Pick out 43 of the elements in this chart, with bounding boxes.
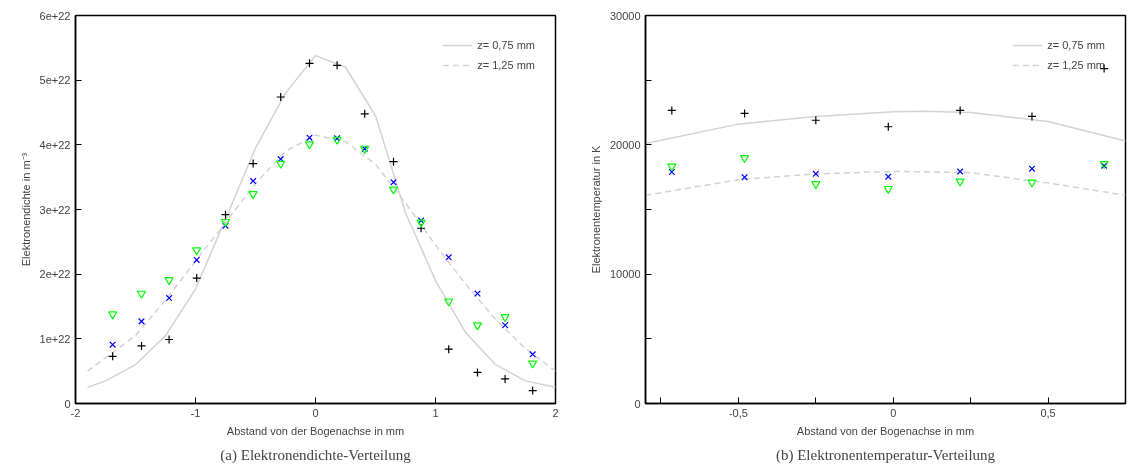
y-tick-label: 0 [64,397,71,410]
point [955,178,965,187]
x-tick-label: 0 [312,406,319,419]
y-tick-label: 10000 [609,268,641,281]
y-axis-title: Elektronendichte in m⁻³ [19,152,32,267]
y-tick-label: 3e+22 [39,203,71,216]
point [1027,111,1037,121]
x-axis-title: Abstand von der Bogenachse in mm [796,424,975,437]
legend-label: z= 1,25 mm [477,59,535,71]
y-tick-label: 1e+22 [39,332,71,345]
point [1028,165,1036,173]
y-axis-title: Elektronentemperatur in K [589,144,602,274]
line-series [645,110,1126,145]
x-tick-label: 1 [432,406,439,419]
point [741,173,749,181]
y-tick-label: 0 [634,397,641,410]
y-tick-label: 5e+22 [39,74,71,87]
y-tick-label: 6e+22 [39,9,71,22]
line-series [645,170,1126,197]
point [668,168,676,176]
legend-label: z= 1,25 mm [1047,59,1105,71]
point [1027,179,1037,188]
x-tick-label: 2 [552,406,559,419]
x-tick-label: -1 [190,406,201,419]
text: (a) Elektronendichte-Verteilung [220,446,412,464]
point [811,181,821,190]
point [667,163,677,172]
x-axis-title: Abstand von der Bogenachse in mm [226,424,405,437]
x-tick-label: -2 [70,406,81,419]
text: (b) Elektronentemperatur-Verteilung [775,446,996,464]
y-tick-label: 4e+22 [39,138,71,151]
point [740,154,750,164]
x-tick-label: -0,5 [728,406,748,419]
x-tick-label: 0 [890,406,897,419]
y-tick-label: 30000 [609,9,641,22]
y-tick-label: 20000 [609,138,641,151]
legend-label: z= 0,75 mm [1047,39,1105,51]
point [883,185,893,195]
legend-label: z= 0,75 mm [477,39,535,51]
x-tick-label: 0,5 [1040,406,1056,419]
point [956,168,964,176]
y-tick-label: 2e+22 [39,268,71,281]
point [955,105,965,116]
